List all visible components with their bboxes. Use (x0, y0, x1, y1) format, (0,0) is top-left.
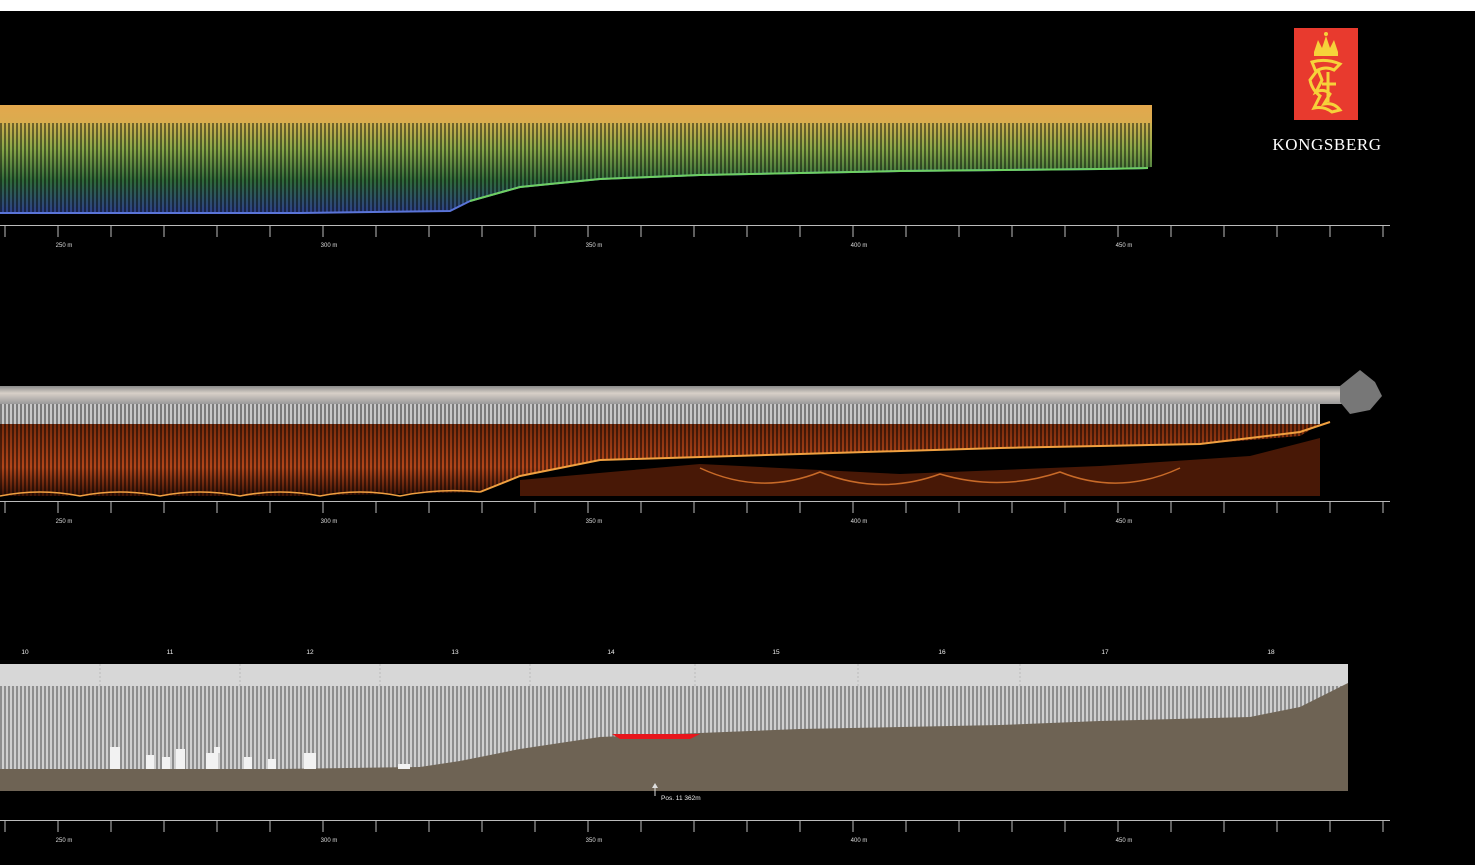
scale-label: 250 m (55, 519, 73, 525)
scale-label: 300 m (320, 243, 338, 249)
wall-profile-drawing (0, 664, 1348, 796)
brand-name: KONGSBERG (1272, 135, 1382, 154)
scale-label: 250 m (55, 838, 73, 844)
distance-scale-2-labels: 250 m 300 m 350 m 400 m 450 m (0, 501, 1400, 535)
position-annotation: Pos. 11 362m (661, 795, 701, 802)
distance-scale-2 (0, 501, 1390, 513)
pillar-label: 16 (938, 649, 946, 656)
pillar-label: 15 (772, 649, 780, 656)
scale-label: 450 m (1115, 838, 1133, 844)
scale-label: 350 m (585, 519, 603, 525)
pillar-label: 13 (451, 649, 459, 656)
scale-label: 400 m (850, 519, 868, 525)
distance-scale-1 (0, 225, 1390, 237)
scale-label: 450 m (1115, 519, 1133, 525)
pillar-label: 17 (1101, 649, 1109, 656)
scale-label: 250 m (55, 243, 73, 249)
scale-label: 400 m (850, 838, 868, 844)
kongsberg-crown-lion-icon (1308, 32, 1343, 114)
survey-poster: 250 m 300 m 350 m 400 m 450 m (0, 11, 1475, 865)
distance-scale-3 (0, 820, 1390, 832)
pillar-label: 10 (21, 649, 29, 656)
scale-label: 350 m (585, 838, 603, 844)
scale-label: 350 m (585, 243, 603, 249)
pillar-label: 18 (1267, 649, 1275, 656)
kongsberg-logo (1294, 28, 1358, 120)
distance-scale-1-labels: 250 m 300 m 350 m 400 m 450 m (0, 225, 1400, 259)
pillar-label: 12 (306, 649, 314, 656)
pillar-label: 11 (166, 649, 174, 656)
scale-label: 300 m (320, 838, 338, 844)
bathymetry-wall-scan (0, 105, 1152, 214)
pillar-label: 14 (607, 649, 615, 656)
sonar-wall-scan (0, 370, 1382, 497)
scale-label: 300 m (320, 519, 338, 525)
scale-label: 400 m (850, 243, 868, 249)
distance-scale-3-labels: 250 m 300 m 350 m 400 m 450 m (0, 820, 1400, 854)
scale-label: 450 m (1115, 243, 1133, 249)
